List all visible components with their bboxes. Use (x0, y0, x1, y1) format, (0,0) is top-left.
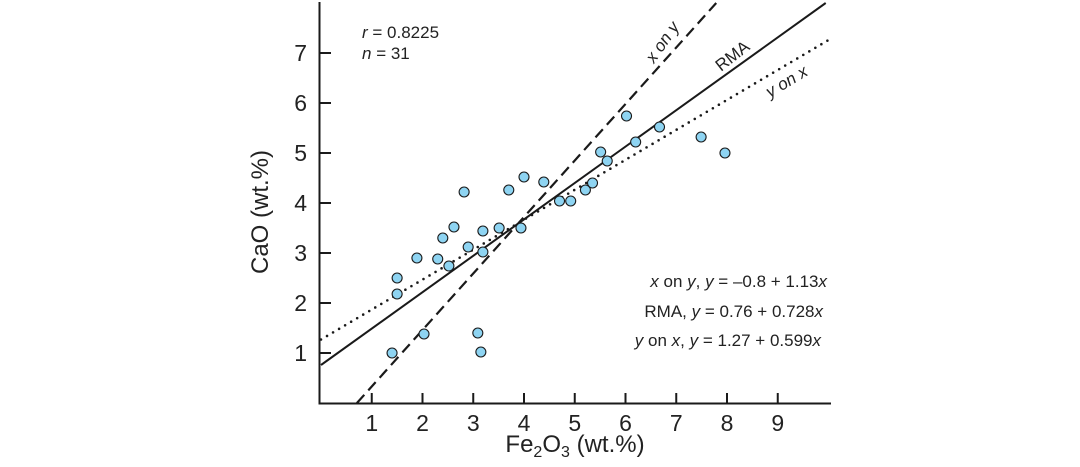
data-point (391, 272, 403, 284)
data-point (411, 252, 423, 264)
data-point (553, 195, 566, 207)
data-point (653, 121, 666, 133)
x-axis-title: Fe2O3 (wt.%) (505, 431, 644, 461)
x-tick-label: 6 (619, 410, 632, 436)
y-tick-label: 2 (294, 290, 307, 316)
x-tick-label: 2 (416, 410, 429, 436)
y-tick-label: 4 (294, 190, 307, 216)
data-point (472, 327, 484, 339)
data-point (477, 225, 489, 237)
y-tick-label: 1 (294, 340, 307, 366)
data-point (432, 253, 444, 265)
r-stat: r = 0.8225 (362, 23, 439, 42)
data-point (719, 147, 731, 159)
equation-rma: RMA, y = 0.76 + 0.728x (644, 302, 823, 321)
data-point (458, 186, 470, 198)
regression-line-rma (320, 2, 827, 366)
x-tick-label: 1 (365, 410, 378, 436)
regression-line-x-on-y (356, 2, 718, 404)
y-tick-label: 5 (294, 140, 307, 166)
y-tick-label: 7 (294, 40, 307, 66)
data-point (695, 131, 707, 143)
x-tick-label: 4 (518, 410, 531, 436)
data-point (601, 155, 613, 167)
line-label-y-on-x: y on x (761, 62, 811, 102)
n-stat: n = 31 (362, 44, 410, 63)
x-tick-label: 8 (721, 410, 734, 436)
y-ticks: 1 2 3 4 5 6 7 (294, 40, 331, 366)
y-axis-title: CaO (wt.%) (247, 150, 274, 274)
y-tick-label: 3 (294, 240, 307, 266)
data-points (386, 110, 731, 359)
data-point (565, 195, 577, 207)
x-tick-label: 3 (467, 410, 480, 436)
data-point (630, 136, 642, 148)
x-tick-label: 5 (568, 410, 581, 436)
x-tick-label: 7 (670, 410, 683, 436)
data-point (518, 171, 530, 183)
data-point (443, 260, 455, 272)
equation-y-on-x: y on x, y = 1.27 + 0.599x (634, 331, 822, 350)
data-point (391, 288, 403, 300)
data-point (503, 184, 515, 196)
data-point (493, 222, 505, 234)
data-point (448, 221, 460, 233)
equation-x-on-y: x on y, y = –0.8 + 1.13x (649, 272, 827, 291)
data-point (595, 146, 607, 158)
data-point (477, 246, 489, 258)
regression-line-y-on-x (319, 38, 830, 341)
data-point (538, 176, 550, 188)
x-ticks: 1 2 3 4 5 6 7 8 9 (365, 393, 784, 436)
data-point (386, 347, 398, 359)
data-point (620, 110, 633, 122)
line-label-x-on-y: x on y (641, 17, 684, 67)
regression-lines (319, 2, 830, 404)
data-point (586, 177, 599, 189)
data-point (418, 328, 430, 340)
data-point (475, 346, 487, 358)
data-point (462, 241, 474, 253)
data-point (515, 222, 527, 234)
data-point (437, 232, 449, 244)
x-tick-label: 9 (771, 410, 784, 436)
data-point (579, 184, 591, 196)
y-tick-label: 6 (294, 90, 307, 116)
